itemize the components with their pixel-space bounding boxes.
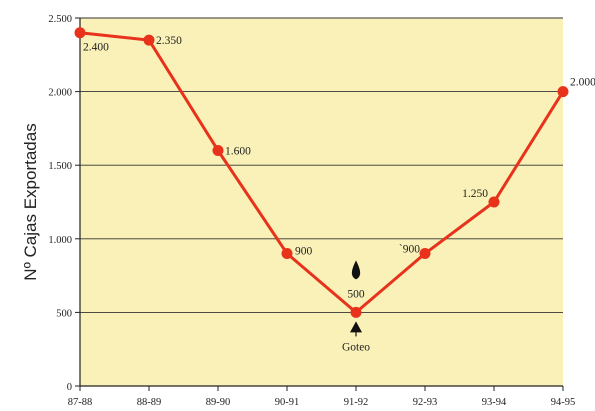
- x-tick-labels: 87-88 88-89 89-90 90-91 91-92 92-93 93-94 94-95: [68, 397, 576, 408]
- data-label: `900: [399, 244, 420, 256]
- annotation-label: Goteo: [342, 341, 370, 353]
- data-point: [143, 34, 155, 46]
- data-point: [74, 27, 86, 39]
- data-point: [212, 144, 224, 156]
- drop-icon: [351, 260, 361, 280]
- y-tick-labels: 0 500 1.000 1.500 2.000 2.500: [48, 14, 72, 393]
- data-point: [419, 248, 431, 260]
- annotation: Goteo: [342, 260, 370, 353]
- y-tick-label: 0: [67, 382, 72, 393]
- data-label: 2.400: [83, 42, 109, 54]
- data-point: [557, 86, 569, 98]
- x-tick-label: 88-89: [137, 397, 162, 408]
- data-label: 1.600: [225, 145, 251, 157]
- x-tick-label: 91-92: [344, 397, 369, 408]
- plot-background: [80, 18, 563, 386]
- data-label: 1.250: [462, 188, 488, 200]
- arrow-up-icon: [350, 321, 362, 333]
- y-tick-label: 2.500: [48, 14, 72, 25]
- x-tick-label: 94-95: [551, 397, 576, 408]
- data-label: 500: [347, 288, 365, 300]
- y-tick-label: 500: [56, 308, 72, 319]
- y-tick-label: 1.500: [48, 161, 72, 172]
- data-point: [488, 196, 500, 208]
- y-axis-label: Nº Cajas Exportadas: [21, 123, 40, 280]
- x-tick-label: 87-88: [68, 397, 93, 408]
- x-tick-label: 90-91: [275, 397, 300, 408]
- x-tick-label: 89-90: [206, 397, 231, 408]
- y-tick-label: 2.000: [48, 88, 72, 99]
- data-point: [350, 306, 362, 318]
- series: 2.400 2.350 1.600 900 500 `900 1.250 2.000: [74, 27, 595, 318]
- x-tick-label: 93-94: [482, 397, 507, 408]
- axes: [75, 17, 564, 391]
- series-line: [79, 31, 565, 314]
- grid-lines: [80, 17, 563, 313]
- data-label: 2.350: [156, 35, 182, 47]
- data-label: 900: [295, 246, 313, 258]
- x-tick-label: 92-93: [413, 397, 438, 408]
- data-label: 2.000: [570, 77, 595, 89]
- data-point: [281, 248, 293, 260]
- y-tick-label: 1.000: [48, 235, 72, 246]
